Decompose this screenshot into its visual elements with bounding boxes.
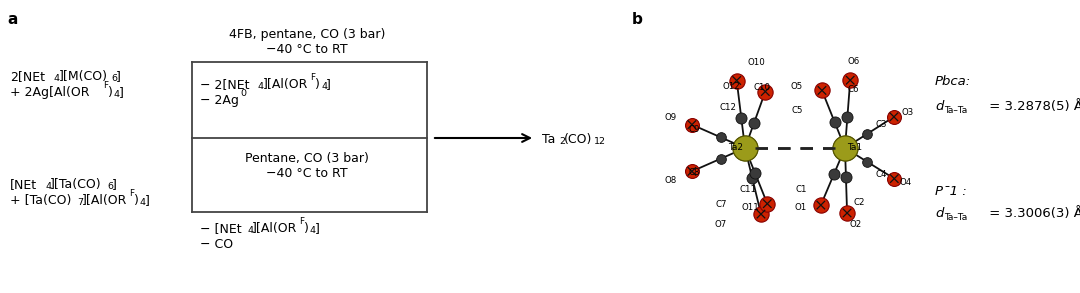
Text: − CO: − CO bbox=[200, 238, 233, 251]
Text: Pentane, CO (3 bar): Pentane, CO (3 bar) bbox=[245, 152, 369, 165]
Text: 4: 4 bbox=[310, 226, 316, 235]
Text: 7: 7 bbox=[77, 198, 83, 207]
Text: = 3.2878(5) Å: = 3.2878(5) Å bbox=[985, 100, 1080, 113]
Text: O6: O6 bbox=[847, 57, 860, 66]
Text: (CO): (CO) bbox=[564, 133, 592, 146]
Text: ][M(CO): ][M(CO) bbox=[59, 70, 108, 83]
Text: C8: C8 bbox=[689, 168, 700, 177]
Text: C4: C4 bbox=[875, 170, 887, 179]
Text: F: F bbox=[299, 217, 303, 226]
Text: O5: O5 bbox=[791, 82, 804, 91]
Text: 4: 4 bbox=[54, 74, 60, 83]
Text: 4: 4 bbox=[114, 90, 120, 99]
Text: C3: C3 bbox=[875, 120, 887, 129]
Text: + [Ta(CO): + [Ta(CO) bbox=[10, 194, 71, 207]
Text: O3: O3 bbox=[901, 108, 914, 117]
Text: 4FB, pentane, CO (3 bar): 4FB, pentane, CO (3 bar) bbox=[229, 28, 386, 41]
Text: [NEt: [NEt bbox=[10, 178, 37, 191]
Text: b: b bbox=[632, 12, 643, 27]
Text: a: a bbox=[6, 12, 17, 27]
Text: C11: C11 bbox=[740, 185, 757, 194]
Text: O9: O9 bbox=[665, 113, 677, 122]
Text: Pbca:: Pbca: bbox=[935, 75, 971, 88]
Text: F: F bbox=[103, 81, 108, 90]
Text: d: d bbox=[935, 100, 943, 113]
Text: ): ) bbox=[134, 194, 139, 207]
Text: C1: C1 bbox=[796, 185, 807, 194]
Text: ]: ] bbox=[145, 194, 150, 207]
Text: Ta1: Ta1 bbox=[847, 142, 862, 151]
Text: Ta: Ta bbox=[542, 133, 555, 146]
Text: O7: O7 bbox=[715, 220, 727, 229]
Text: ]: ] bbox=[119, 86, 124, 99]
Text: 12: 12 bbox=[594, 137, 606, 146]
Text: O4: O4 bbox=[900, 178, 913, 187]
Text: O12: O12 bbox=[723, 82, 740, 91]
Text: 6: 6 bbox=[111, 74, 117, 83]
Text: ]: ] bbox=[315, 222, 320, 235]
Text: C9: C9 bbox=[689, 125, 700, 134]
Text: C2: C2 bbox=[853, 198, 864, 207]
Text: ): ) bbox=[315, 78, 320, 91]
Text: ]: ] bbox=[112, 178, 117, 191]
Text: ][Al(OR: ][Al(OR bbox=[264, 78, 309, 91]
Text: C5: C5 bbox=[792, 106, 804, 115]
Text: C12: C12 bbox=[720, 103, 737, 112]
Text: ]: ] bbox=[116, 70, 121, 83]
Text: − 2[NEt: − 2[NEt bbox=[200, 78, 249, 91]
Text: O2: O2 bbox=[850, 220, 862, 229]
Text: ): ) bbox=[108, 86, 113, 99]
Text: F: F bbox=[129, 189, 134, 198]
Text: 4: 4 bbox=[247, 226, 253, 235]
Text: C7: C7 bbox=[715, 200, 727, 209]
Text: O11: O11 bbox=[742, 203, 759, 212]
Text: 0: 0 bbox=[240, 89, 246, 98]
Text: ]: ] bbox=[326, 78, 330, 91]
Text: ): ) bbox=[303, 222, 309, 235]
Text: = 3.3006(3) Å: = 3.3006(3) Å bbox=[985, 207, 1080, 220]
Text: Ta–Ta: Ta–Ta bbox=[944, 106, 968, 115]
Text: C6: C6 bbox=[848, 85, 860, 94]
Text: 4: 4 bbox=[258, 82, 264, 91]
Text: F: F bbox=[310, 73, 315, 82]
Text: −40 °C to RT: −40 °C to RT bbox=[266, 43, 348, 56]
Text: 4: 4 bbox=[45, 182, 51, 191]
Text: 6: 6 bbox=[107, 182, 113, 191]
Text: − 2Ag: − 2Ag bbox=[200, 94, 239, 107]
Text: 2: 2 bbox=[559, 137, 565, 146]
Text: O10: O10 bbox=[748, 58, 766, 67]
Text: − [NEt: − [NEt bbox=[200, 222, 242, 235]
Text: 2[NEt: 2[NEt bbox=[10, 70, 45, 83]
Text: P¯1 :: P¯1 : bbox=[935, 185, 967, 198]
Text: ][Al(OR: ][Al(OR bbox=[82, 194, 127, 207]
Text: ][Al(OR: ][Al(OR bbox=[252, 222, 297, 235]
Text: 4: 4 bbox=[140, 198, 146, 207]
Text: 4: 4 bbox=[321, 82, 327, 91]
Text: C10: C10 bbox=[753, 83, 770, 92]
Text: ][Ta(CO): ][Ta(CO) bbox=[50, 178, 102, 191]
Text: + 2Ag[Al(OR: + 2Ag[Al(OR bbox=[10, 86, 90, 99]
Text: Ta2: Ta2 bbox=[728, 142, 743, 151]
Text: O1: O1 bbox=[795, 203, 807, 212]
Text: O8: O8 bbox=[665, 176, 677, 185]
Text: −40 °C to RT: −40 °C to RT bbox=[266, 167, 348, 180]
Text: d: d bbox=[935, 207, 943, 220]
Text: Ta–Ta: Ta–Ta bbox=[944, 213, 968, 222]
